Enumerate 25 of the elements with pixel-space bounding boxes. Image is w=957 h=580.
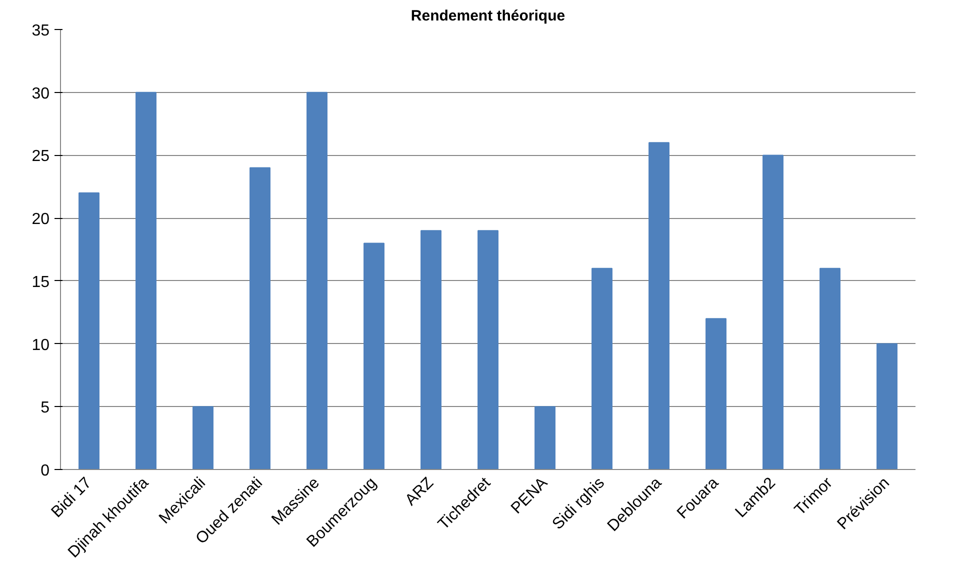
y-tick-label: 0 [40,462,50,480]
chart-title: Rendement théorique [410,8,566,24]
bar [250,167,270,470]
y-tick-label: 25 [32,148,50,166]
bar [648,142,670,470]
bar [478,230,498,470]
bar [534,406,556,470]
bar [306,92,328,470]
bar [762,154,784,470]
bar [592,268,612,470]
bar [420,230,442,470]
bar [820,268,840,470]
y-tick-label: 10 [32,336,50,354]
bar [364,242,384,470]
y-tick-label: 20 [32,211,50,228]
y-tick-label: 5 [40,400,50,417]
bar [706,318,726,470]
bar [78,192,100,470]
x-tick-label: Bidi 17 [48,474,96,522]
y-tick-label: 35 [32,22,50,40]
bar [136,92,156,470]
y-tick-label: 15 [32,274,50,291]
bar [192,406,214,470]
y-tick-label: 30 [32,85,50,102]
bar [876,343,898,470]
